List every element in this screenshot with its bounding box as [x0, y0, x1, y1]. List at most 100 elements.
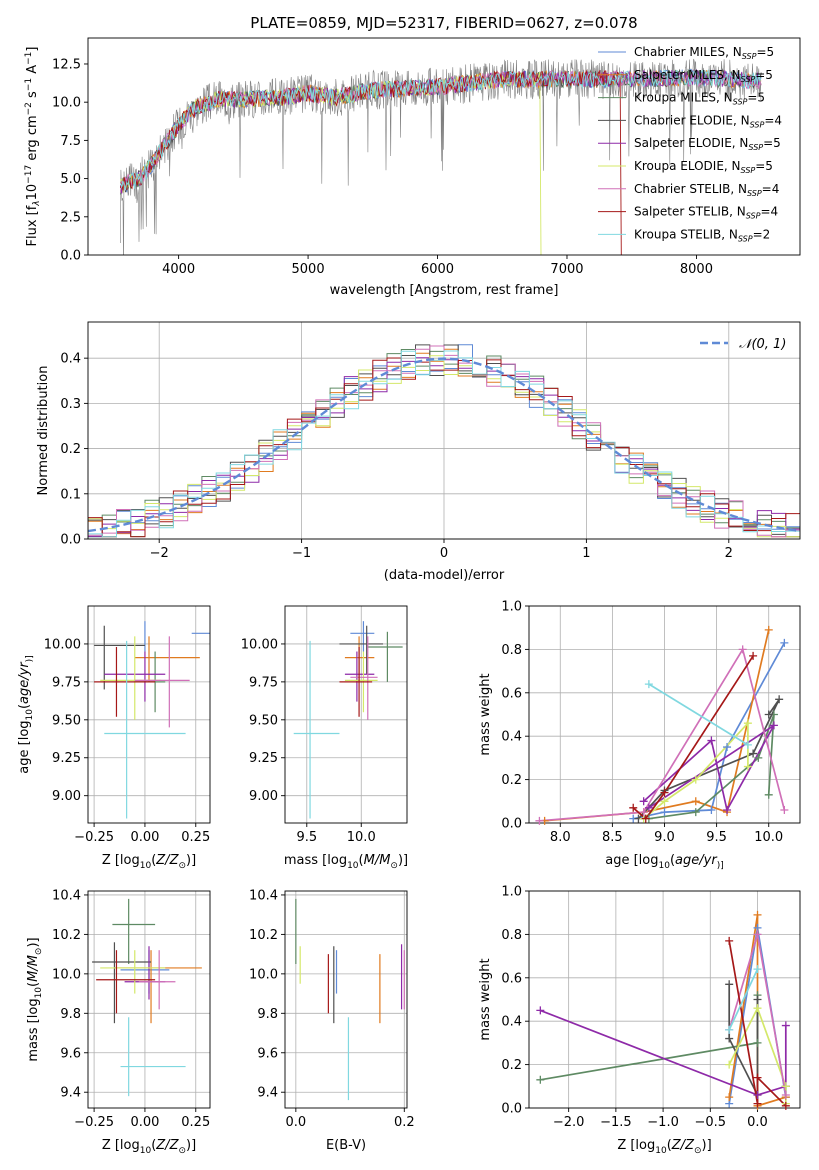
x-tick-label: 0.25: [181, 830, 210, 845]
weight-marker-kroupa_elodie: [743, 719, 752, 728]
weight-line-kroupa_miles: [540, 995, 759, 1081]
label-part: 10: [347, 861, 359, 871]
y-tick-label: 9.25: [52, 751, 81, 766]
weight-marker-kroupa_elodie: [753, 1004, 762, 1013]
y-tick-label: 9.00: [52, 789, 81, 804]
label-part: )]: [186, 1138, 196, 1153]
label-part: A: [25, 65, 40, 78]
legend-label-chabrier_elodie: Chabrier ELODIE, NSSP=4: [634, 113, 782, 129]
x-tick-label: −1.0: [647, 1115, 679, 1130]
model-spectrum-kroupa_stelib: [119, 69, 762, 191]
y-tick-label: 10.00: [241, 637, 278, 652]
label-part: M/M: [26, 955, 41, 982]
plot-area: [88, 344, 800, 539]
label-part: )]: [186, 853, 196, 868]
y-tick-label: 9.6: [257, 1046, 278, 1061]
label-part: 10: [659, 861, 671, 871]
label-part: )]: [717, 861, 724, 871]
y-axis-label: mass weight: [478, 673, 493, 755]
label-part: mass [log: [284, 853, 347, 868]
x-tick-label: 8.5: [602, 830, 623, 845]
legend-sub: SSP: [738, 234, 753, 243]
weight-marker-kroupa_miles: [754, 753, 763, 762]
weight-marker-chabrier_miles: [707, 805, 716, 814]
weight-marker-kroupa_miles: [764, 790, 773, 799]
x-tick-label: 9.0: [654, 830, 675, 845]
label-part: mass [log: [26, 998, 41, 1061]
x-tick-label: 0.00: [130, 830, 159, 845]
y-tick-label: 5.0: [60, 172, 81, 187]
x-axis-label: (data-model)/error: [384, 568, 505, 583]
label-part: )]: [25, 655, 35, 662]
y-tick-label: 9.4: [60, 1086, 81, 1101]
plot-area: [293, 621, 403, 819]
label-part: (: [17, 704, 32, 709]
label-part: )]: [398, 853, 408, 868]
x-tick-label: 0.00: [130, 1115, 159, 1130]
y-tick-label: 9.8: [60, 1007, 81, 1022]
weight-marker-salpeter_elodie: [707, 736, 716, 745]
x-tick-label: 8000: [680, 262, 713, 277]
axes-mass_vs_z: −0.25 0.00 0.25 9.4 9.6 9.8 10.0 10.2 10.4: [52, 888, 211, 1130]
y-tick-label: 10.0: [52, 967, 81, 982]
y-tick-label: 0.2: [501, 1058, 522, 1073]
axes-frame: [87, 605, 211, 824]
model-spectrum-chabrier_stelib: [119, 68, 762, 193]
y-tick-label: 9.75: [249, 675, 278, 690]
legend-label-chabrier_stelib: Chabrier STELIB, NSSP=4: [634, 182, 779, 198]
legend-label-kroupa_elodie: Kroupa ELODIE, NSSP=5: [634, 159, 773, 175]
label-part: age [log: [605, 853, 658, 868]
x-axis-label: E(B-V): [326, 1138, 366, 1153]
histogram-chabrier_stelib: [88, 345, 800, 539]
weight-marker-salpeter_stelib: [749, 651, 758, 660]
weight-marker-kroupa_miles: [536, 1075, 545, 1084]
axes-weight_vs_z: −2.0 −1.5 −1.0 −0.5 0.0 0.0 0.2 0.4 0.6 0.8 1.0: [501, 885, 801, 1130]
weight-marker-kroupa_elodie: [660, 797, 669, 806]
label-part: age/yr: [675, 853, 718, 868]
plot-area: [92, 898, 202, 1097]
label-part: 10: [140, 861, 152, 871]
y-tick-label: 2.5: [60, 210, 81, 225]
legend-sub: SSP: [741, 75, 756, 84]
histogram-salpeter_stelib: [88, 357, 800, 539]
legend-base: Kroupa MILES, N: [634, 91, 733, 105]
label-part: s: [25, 91, 40, 102]
legend-sub: SSP: [750, 120, 765, 129]
label-part: Z/Z: [671, 1138, 695, 1153]
label-part: (: [151, 853, 156, 868]
weight-marker-chabrier_miles: [723, 743, 732, 752]
weight-marker-salpeter_stelib: [753, 1099, 762, 1108]
legend-label-salpeter_miles: Salpeter MILES, NSSP=5: [634, 68, 773, 84]
weight-marker-salpeter_elodie: [639, 797, 648, 806]
label-part: 10: [25, 709, 35, 721]
legend-base: Kroupa STELIB, N: [634, 227, 738, 241]
weight-line-salpeter_stelib: [632, 655, 754, 820]
label-part: M/M: [364, 853, 391, 868]
label-part: −17: [24, 165, 34, 184]
label-part: Z/Z: [155, 1138, 179, 1153]
x-tick-label: −1: [292, 546, 311, 561]
legend-tail: =4: [764, 113, 782, 127]
legend-sub: SSP: [748, 143, 763, 152]
label-part: age [log: [17, 720, 32, 773]
x-axis-label: Z [log10(Z/Z⊙)]: [102, 1138, 196, 1156]
y-tick-label: 7.5: [60, 134, 81, 149]
weight-marker-chabrier_stelib: [780, 805, 789, 814]
axes-mass_vs_ebv: 0.0 0.2 9.4 9.6 9.8 10.0 10.2 10.4: [249, 888, 415, 1130]
label-part: Z [log: [617, 1138, 655, 1153]
legend-label-kroupa_stelib: Kroupa STELIB, NSSP=2: [634, 227, 770, 243]
y-tick-label: 9.75: [52, 675, 81, 690]
label-part: ⊙: [694, 1146, 702, 1156]
axes-frame: [87, 890, 211, 1109]
label-part: (: [670, 853, 675, 868]
weight-marker-kroupa_stelib: [725, 1025, 734, 1034]
weight-marker-salpeter_stelib: [629, 803, 638, 812]
x-tick-label: −2.0: [553, 1115, 585, 1130]
y-tick-label: 1.0: [501, 600, 522, 615]
y-tick-label: 9.50: [52, 713, 81, 728]
weight-line-chabrier_stelib: [539, 647, 786, 822]
y-axis-label: Normed distribution: [36, 366, 51, 496]
weight-marker-chabrier_stelib: [753, 930, 762, 939]
weight-marker-salpeter_elodie: [536, 1006, 545, 1015]
